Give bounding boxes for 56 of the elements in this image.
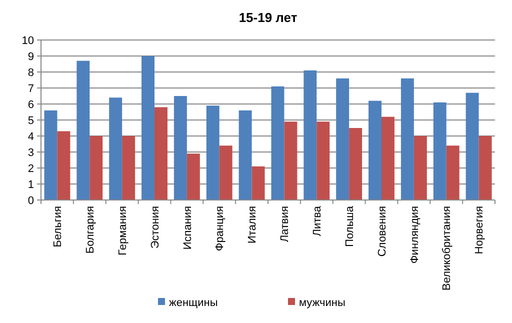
x-tick-label: Польша bbox=[344, 205, 356, 247]
bar bbox=[109, 98, 122, 200]
x-tick-label: Германия bbox=[116, 206, 129, 256]
bar bbox=[238, 110, 252, 200]
y-tick-label: 8 bbox=[28, 66, 34, 79]
legend-label: женщины bbox=[169, 296, 218, 309]
x-tick-label: Латвия bbox=[279, 206, 292, 242]
bar bbox=[433, 102, 446, 200]
x-tick-label: Норвегия bbox=[474, 206, 486, 254]
bar bbox=[206, 106, 220, 200]
bar bbox=[446, 146, 460, 200]
bar bbox=[271, 86, 284, 200]
bar bbox=[284, 122, 298, 200]
y-tick-label: 10 bbox=[22, 34, 34, 47]
bar bbox=[90, 136, 103, 200]
y-tick-label: 3 bbox=[28, 146, 34, 159]
bar bbox=[316, 122, 330, 200]
y-tick-label: 4 bbox=[28, 130, 34, 143]
bar bbox=[400, 78, 414, 200]
bar bbox=[349, 128, 362, 200]
bar bbox=[219, 146, 232, 200]
bar bbox=[154, 107, 168, 200]
y-tick-label: 6 bbox=[28, 98, 34, 111]
y-tick-label: 1 bbox=[28, 178, 34, 191]
x-tick-label: Бельгия bbox=[52, 206, 64, 248]
x-tick-label: Болгария bbox=[84, 206, 96, 254]
x-tick-label: Финляндия bbox=[408, 206, 421, 264]
legend-label: мужчины bbox=[299, 296, 346, 309]
bar bbox=[336, 78, 350, 200]
y-tick-label: 0 bbox=[28, 194, 34, 207]
x-tick-label: Словения bbox=[376, 206, 388, 257]
bar bbox=[142, 56, 154, 200]
bar bbox=[382, 116, 394, 200]
bar bbox=[76, 60, 90, 200]
bar bbox=[57, 131, 70, 200]
x-tick-label: Франция bbox=[214, 206, 226, 252]
chart-title: 15-19 лет bbox=[238, 10, 298, 25]
bar bbox=[466, 92, 479, 200]
bar bbox=[252, 166, 265, 200]
y-tick-label: 2 bbox=[28, 162, 34, 175]
bar bbox=[368, 100, 382, 200]
bar bbox=[414, 136, 427, 200]
x-tick-label: Италия bbox=[246, 206, 259, 244]
bar bbox=[174, 96, 187, 200]
bar bbox=[304, 70, 317, 200]
bar bbox=[122, 136, 136, 200]
bar bbox=[44, 110, 58, 200]
y-tick-label: 7 bbox=[28, 82, 34, 95]
bar bbox=[478, 136, 492, 200]
y-tick-label: 9 bbox=[28, 50, 34, 63]
x-tick-label: Великобритания bbox=[441, 206, 454, 290]
x-tick-label: Эстония bbox=[149, 206, 162, 249]
x-tick-label: Испания bbox=[182, 206, 194, 250]
bar bbox=[186, 154, 200, 200]
y-tick-label: 5 bbox=[28, 114, 34, 127]
x-tick-label: Литва bbox=[311, 205, 324, 236]
